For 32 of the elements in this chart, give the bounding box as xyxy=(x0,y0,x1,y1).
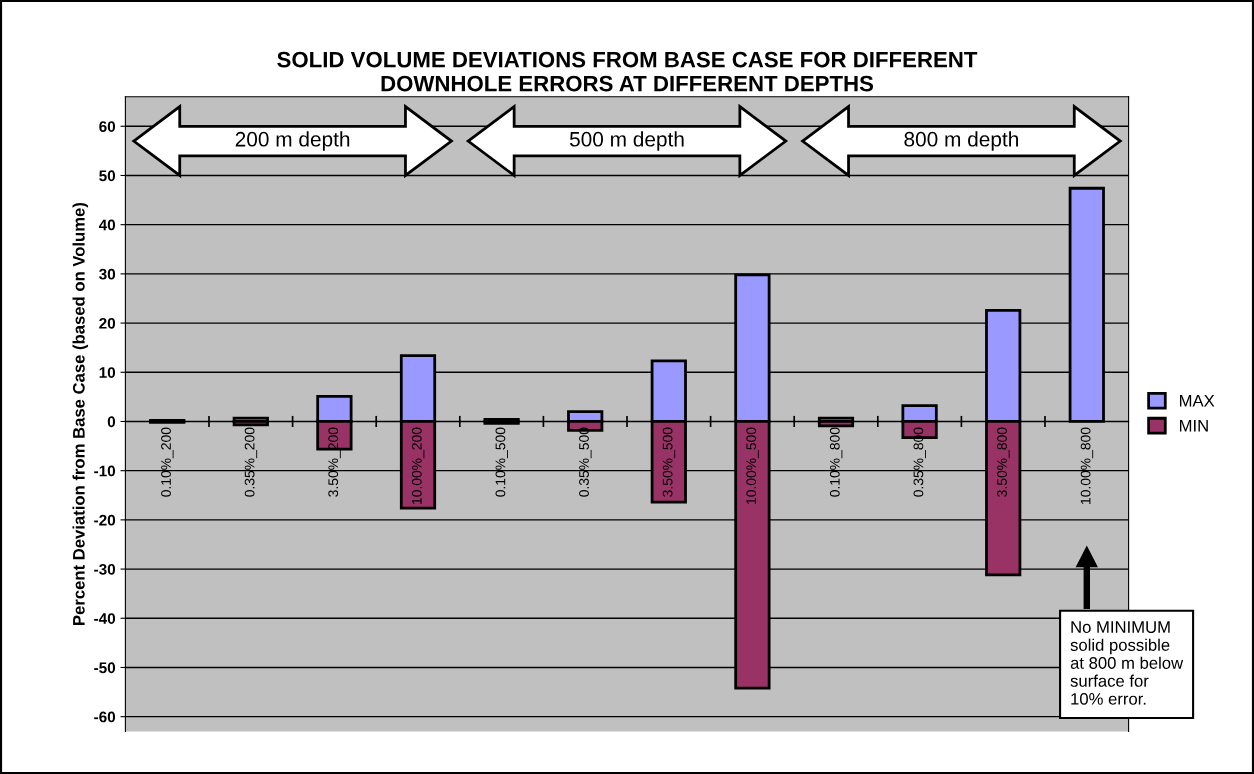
legend-label: MAX xyxy=(1179,395,1215,407)
y-tick-label: 20 xyxy=(99,317,116,329)
x-tick-label: 0.35%_800 xyxy=(913,427,926,497)
y-tick-label: -10 xyxy=(94,465,116,477)
y-tick-label: 50 xyxy=(99,170,116,182)
y-tick-label: 60 xyxy=(99,121,116,132)
annotation: 500 m depth xyxy=(569,131,684,151)
x-tick-label: 10.00%_200 xyxy=(411,427,425,504)
x-tick-label: 0.10%_200 xyxy=(161,427,174,497)
x-tick-label: 3.50%_500 xyxy=(662,427,676,497)
y-tick-label: 10 xyxy=(99,367,116,378)
y-tick-label: -20 xyxy=(94,514,116,526)
x-tick-label: 10.00%_500 xyxy=(746,427,759,504)
x-tick-label: 0.10%_500 xyxy=(495,427,508,497)
y-axis-title: Percent Deviation from Base Case (based on Volume) xyxy=(72,202,89,625)
y-tick-label: 40 xyxy=(98,219,116,231)
chart-title: SOLID VOLUME DEVIATIONS FROM BASE CASE FOR DIFFERENT DOWNHOLE ERRORS AT DIFFERENT DEPTHS xyxy=(277,51,978,92)
y-tick-label: -30 xyxy=(94,563,116,575)
y-tick-label: -40 xyxy=(94,613,116,624)
legend-label: MIN xyxy=(1179,419,1208,432)
annotation: 800 m depth xyxy=(904,131,1018,151)
x-tick-label: 3.50%_800 xyxy=(997,427,1010,497)
annotation: No MINIMUM solid possible at 800 m below surface for 10% error. xyxy=(1070,621,1184,705)
y-tick-label: 0 xyxy=(107,416,116,428)
x-tick-label: 0.35%_200 xyxy=(244,427,258,497)
x-tick-label: 10.00%_800 xyxy=(1080,427,1094,504)
x-tick-label: 0.10%_800 xyxy=(829,427,843,497)
y-tick-label: 30 xyxy=(99,268,116,280)
y-tick-label: -60 xyxy=(94,711,116,723)
x-tick-label: 3.50%_200 xyxy=(328,427,341,497)
annotation: 200 m depth xyxy=(235,131,350,151)
y-tick-label: -50 xyxy=(94,662,116,674)
